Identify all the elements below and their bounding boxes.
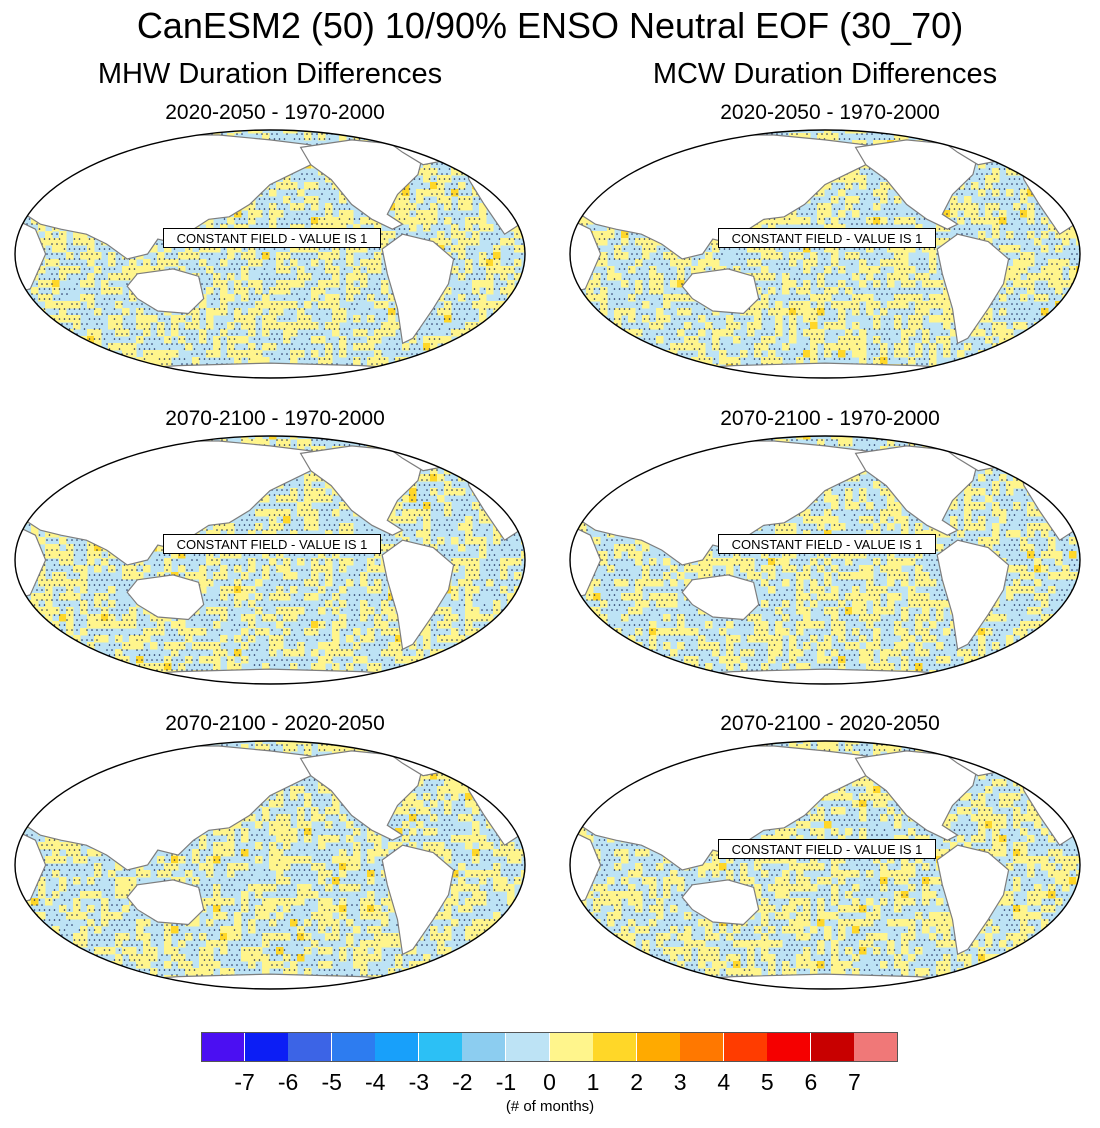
map-border <box>14 129 526 379</box>
colorbar-tick-label: 6 <box>791 1068 831 1096</box>
land-australia <box>681 574 760 621</box>
colorbar-swatch <box>288 1032 333 1062</box>
colorbar-swatch <box>593 1032 638 1062</box>
colorbar-swatch <box>418 1032 463 1062</box>
land-south-america <box>936 539 1010 651</box>
robinson-map <box>569 740 1081 990</box>
robinson-map <box>14 740 526 990</box>
robinson-map <box>569 435 1081 685</box>
figure-title: CanESM2 (50) 10/90% ENSO Neutral EOF (30… <box>0 4 1100 48</box>
land-australia <box>126 574 205 621</box>
colorbar-swatch <box>201 1032 246 1062</box>
colorbar-swatch <box>723 1032 768 1062</box>
panel-title: 2070-2100 - 2020-2050 <box>10 711 540 737</box>
map-border <box>14 740 526 990</box>
colorbar-tick-label: 2 <box>617 1068 657 1096</box>
land-south-america <box>381 844 455 956</box>
panel-title: 2070-2100 - 2020-2050 <box>565 711 1095 737</box>
land-africa-west <box>570 524 602 601</box>
land-africa-west <box>570 218 602 295</box>
constant-field-label: CONSTANT FIELD - VALUE IS 1 <box>718 228 936 248</box>
colorbar-swatch <box>331 1032 376 1062</box>
robinson-map <box>14 435 526 685</box>
land-africa-west <box>15 524 47 601</box>
colorbar-swatch <box>375 1032 420 1062</box>
land-south-america <box>936 233 1010 345</box>
colorbar-tick-label: 7 <box>834 1068 874 1096</box>
colorbar-tick-label: 5 <box>747 1068 787 1096</box>
constant-field-label: CONSTANT FIELD - VALUE IS 1 <box>718 839 936 859</box>
constant-field-label: CONSTANT FIELD - VALUE IS 1 <box>163 534 381 554</box>
map-panel-mcw-2: 2070-2100 - 1970-2000 CONSTANT FIELD - VA… <box>565 406 1095 685</box>
column-title-mcw: MCW Duration Differences <box>555 56 1095 92</box>
panel-title: 2020-2050 - 1970-2000 <box>10 100 540 126</box>
colorbar-swatch <box>854 1032 899 1062</box>
colorbar-swatch <box>680 1032 725 1062</box>
colorbar-swatch <box>505 1032 550 1062</box>
land-australia <box>126 879 205 926</box>
column-title-mhw: MHW Duration Differences <box>0 56 540 92</box>
colorbar-tick-label: -2 <box>442 1068 482 1096</box>
land-africa-west <box>15 829 47 906</box>
map-panel-mcw-3: 2070-2100 - 2020-2050 CONSTANT FIELD - VA… <box>565 711 1095 990</box>
colorbar-swatch <box>810 1032 855 1062</box>
land-south-america <box>381 539 455 651</box>
map-panel-mhw-2: 2070-2100 - 1970-2000 CONSTANT FIELD - VA… <box>10 406 540 685</box>
panel-title: 2070-2100 - 1970-2000 <box>10 406 540 432</box>
colorbar-swatch <box>636 1032 681 1062</box>
robinson-map <box>14 129 526 379</box>
land-australia <box>126 268 205 315</box>
map-border <box>569 740 1081 990</box>
colorbar-tick-label: -5 <box>312 1068 352 1096</box>
map-border <box>569 435 1081 685</box>
colorbar-swatch <box>244 1032 289 1062</box>
map-panel-mcw-1: 2020-2050 - 1970-2000 CONSTANT FIELD - VA… <box>565 100 1095 379</box>
land-australia <box>681 268 760 315</box>
colorbar-tick-label: 4 <box>704 1068 744 1096</box>
panel-title: 2020-2050 - 1970-2000 <box>565 100 1095 126</box>
colorbar-tick-label: 1 <box>573 1068 613 1096</box>
colorbar-swatch <box>549 1032 594 1062</box>
colorbar-units: (# of months) <box>0 1097 1100 1117</box>
colorbar-tick-label: 3 <box>660 1068 700 1096</box>
colorbar-tick-label: 0 <box>530 1068 570 1096</box>
colorbar-tick-label: -1 <box>486 1068 526 1096</box>
land-africa-west <box>15 218 47 295</box>
colorbar-swatch <box>767 1032 812 1062</box>
map-panel-mhw-3: 2070-2100 - 2020-2050 <box>10 711 540 990</box>
colorbar-tick-label: -7 <box>225 1068 265 1096</box>
colorbar-swatch <box>462 1032 507 1062</box>
map-border <box>14 435 526 685</box>
colorbar-frame <box>201 1032 898 1062</box>
land-south-america <box>936 844 1010 956</box>
land-australia <box>681 879 760 926</box>
robinson-map <box>569 129 1081 379</box>
map-border <box>569 129 1081 379</box>
constant-field-label: CONSTANT FIELD - VALUE IS 1 <box>718 534 936 554</box>
map-panel-mhw-1: 2020-2050 - 1970-2000 CONSTANT FIELD - VA… <box>10 100 540 379</box>
land-africa-west <box>570 829 602 906</box>
colorbar-tick-label: -4 <box>355 1068 395 1096</box>
colorbar-tick-label: -3 <box>399 1068 439 1096</box>
colorbar-tick-label: -6 <box>268 1068 308 1096</box>
constant-field-label: CONSTANT FIELD - VALUE IS 1 <box>163 228 381 248</box>
land-south-america <box>381 233 455 345</box>
panel-title: 2070-2100 - 1970-2000 <box>565 406 1095 432</box>
